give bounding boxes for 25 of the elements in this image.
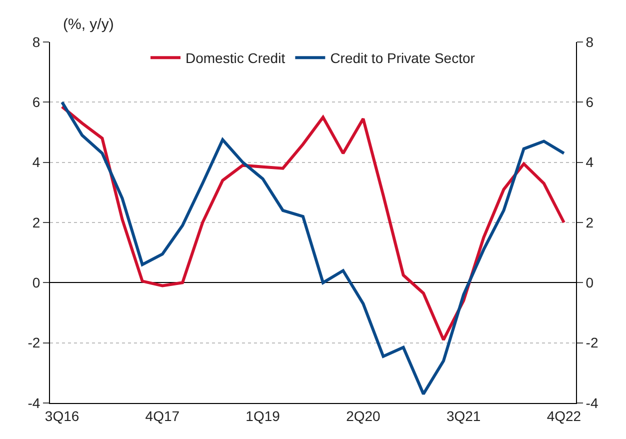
legend-label: Domestic Credit	[186, 50, 286, 66]
legend-label: Credit to Private Sector	[330, 50, 476, 66]
y-tick-label: 6	[32, 94, 40, 110]
line-series	[60, 100, 566, 396]
y-tick-label: 2	[32, 214, 40, 230]
x-tick-label: 4Q17	[145, 408, 180, 424]
y2-tick-label: -2	[586, 334, 598, 351]
y2-tick-label: 0	[586, 274, 594, 291]
x-tick-label: 3Q21	[446, 408, 481, 424]
y-axis-title: (%, y/y)	[63, 16, 114, 33]
y2-tick-label: 6	[586, 94, 594, 110]
x-tick-label: 3Q16	[44, 408, 80, 424]
x-tick-label: 1Q19	[246, 408, 280, 424]
y2-tick-label: 2	[586, 214, 594, 230]
y-tick-label: 0	[32, 274, 40, 291]
y2-tick-label: -4	[586, 394, 598, 411]
y2-tick-label: 8	[586, 34, 594, 50]
x-tick-label: 2Q20	[346, 408, 381, 424]
y-tick-label: -4	[28, 394, 40, 411]
line-series	[60, 105, 566, 342]
y-tick-label: 8	[32, 34, 40, 50]
x-tick-label: 4Q22	[546, 408, 582, 424]
y-tick-label: 4	[32, 154, 40, 170]
y-tick-label: -2	[28, 334, 40, 351]
y2-tick-label: 4	[586, 154, 594, 170]
